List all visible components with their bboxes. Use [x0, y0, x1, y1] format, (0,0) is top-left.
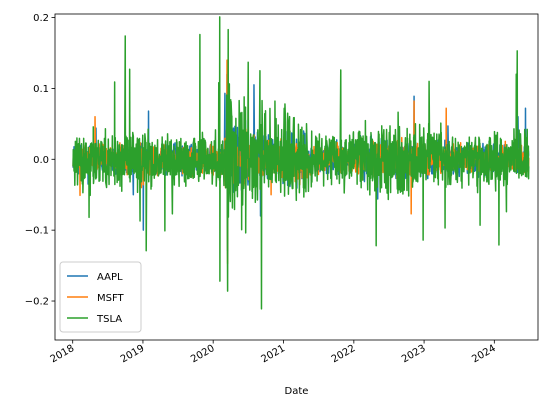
x-tick-label: 2022	[330, 343, 358, 365]
y-tick-label: −0.1	[25, 226, 49, 237]
legend: AAPL MSFT TSLA	[59, 261, 142, 333]
x-tick-label: 2018	[49, 343, 77, 365]
legend-label-msft: MSFT	[97, 293, 125, 304]
plot-frame	[54, 13, 539, 341]
plot-lines	[72, 16, 530, 310]
y-tick-label: 0.1	[33, 84, 49, 95]
legend-box	[59, 261, 142, 333]
x-tick-label: 2020	[189, 343, 217, 365]
legend-label-tsla: TSLA	[96, 314, 122, 325]
series-line-tsla	[72, 16, 530, 310]
y-tick-label: 0.2	[33, 13, 49, 24]
x-tick-label: 2024	[470, 343, 498, 365]
y-axis: −0.2 −0.1 0.0 0.1 0.2	[25, 13, 55, 308]
x-axis-label: Date	[285, 386, 309, 397]
legend-label-aapl: AAPL	[97, 272, 123, 283]
x-axis: 2018 2019 2020 2021 2022 2023 2024	[49, 340, 498, 365]
y-tick-label: 0.0	[33, 155, 49, 166]
x-tick-label: 2019	[119, 343, 147, 365]
x-tick-label: 2023	[400, 343, 428, 365]
x-tick-label: 2021	[260, 343, 288, 365]
y-tick-label: −0.2	[25, 297, 49, 308]
